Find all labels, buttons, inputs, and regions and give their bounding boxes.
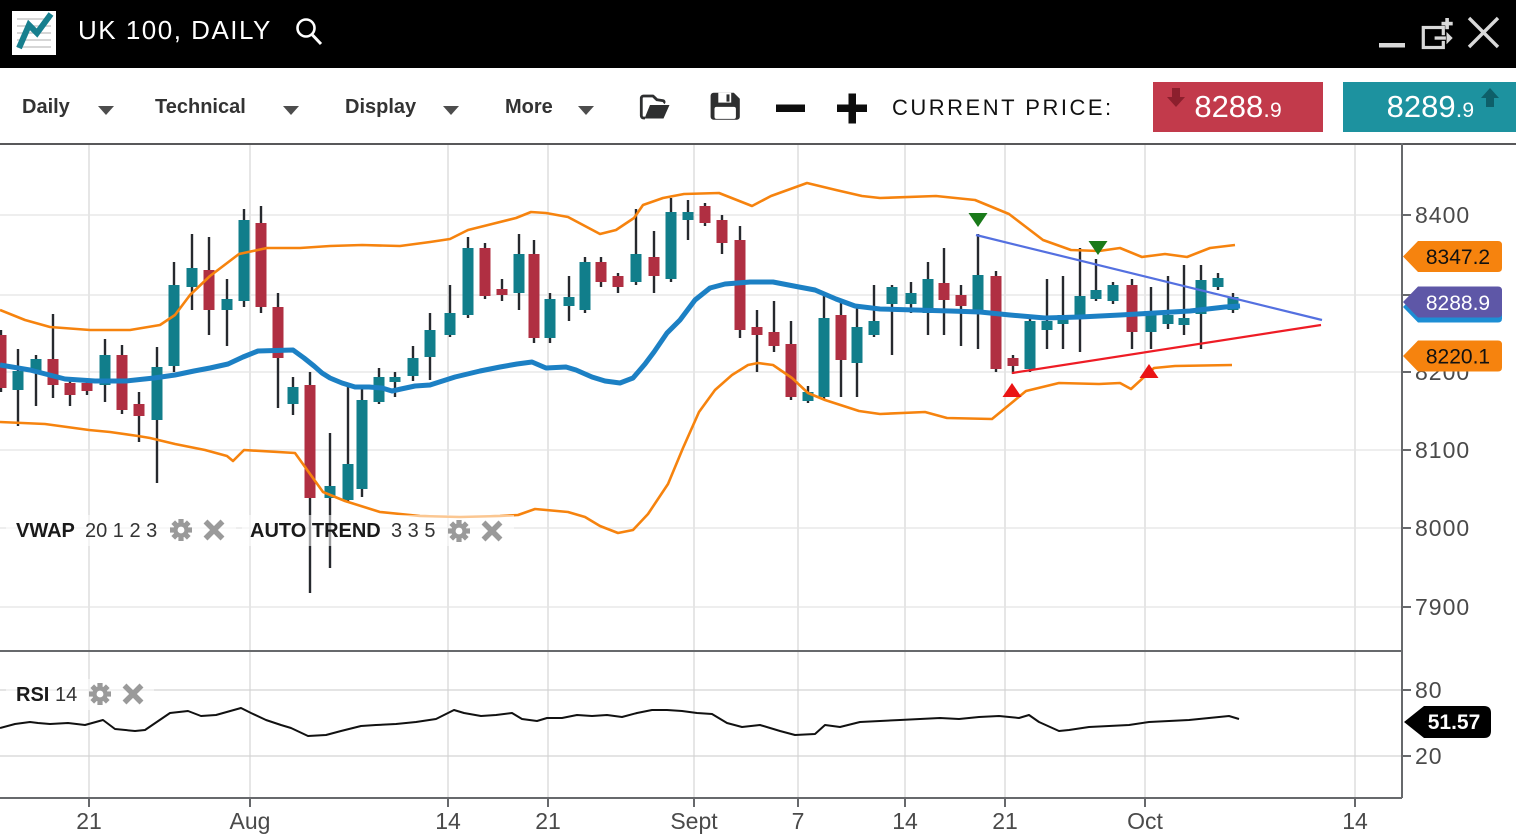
svg-text:21: 21: [76, 808, 102, 834]
svg-text:8000: 8000: [1415, 515, 1470, 541]
svg-text:20: 20: [1415, 743, 1443, 769]
svg-text:AUTO TREND: AUTO TREND: [250, 520, 381, 542]
svg-text:7900: 7900: [1415, 594, 1470, 620]
svg-text:RSI: RSI: [16, 684, 49, 706]
svg-text:21: 21: [535, 808, 561, 834]
svg-text:7: 7: [792, 808, 805, 834]
svg-text:14: 14: [55, 684, 77, 706]
svg-text:20 1 2 3: 20 1 2 3: [85, 520, 157, 542]
svg-text:21: 21: [992, 808, 1018, 834]
svg-text:80: 80: [1415, 677, 1443, 703]
svg-text:14: 14: [1342, 808, 1368, 834]
svg-text:VWAP: VWAP: [16, 520, 75, 542]
svg-text:Sept: Sept: [670, 808, 718, 834]
svg-text:8288.9: 8288.9: [1426, 292, 1490, 315]
svg-text:8100: 8100: [1415, 437, 1470, 463]
svg-text:Aug: Aug: [230, 808, 271, 834]
svg-text:51.57: 51.57: [1428, 711, 1481, 734]
svg-text:8400: 8400: [1415, 202, 1470, 228]
svg-text:8220.1: 8220.1: [1426, 346, 1490, 369]
svg-text:8347.2: 8347.2: [1426, 246, 1490, 269]
svg-text:14: 14: [435, 808, 461, 834]
svg-text:3 3 5: 3 3 5: [391, 520, 435, 542]
svg-text:Oct: Oct: [1127, 808, 1163, 834]
svg-text:14: 14: [892, 808, 918, 834]
